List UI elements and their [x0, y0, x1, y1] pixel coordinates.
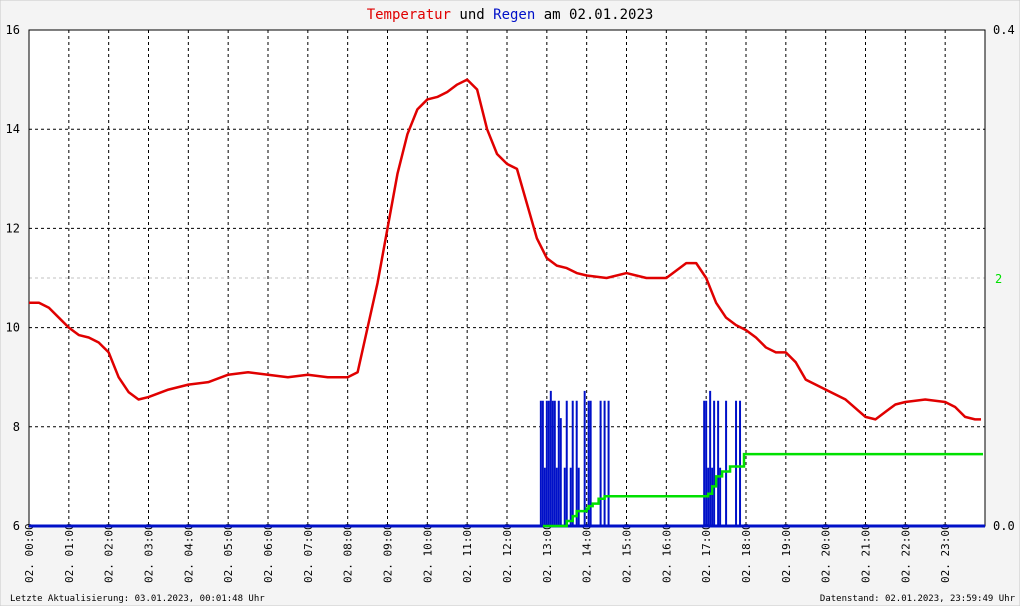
x-tick-label: 02. 17:00 — [700, 523, 713, 583]
x-tick-label: 02. 01:00 — [63, 523, 76, 583]
x-tick-label: 02. 23:00 — [939, 523, 952, 583]
title-regen: Regen — [493, 7, 535, 23]
x-tick-label: 02. 21:00 — [860, 523, 873, 583]
x-tick-label: 02. 16:00 — [660, 523, 673, 583]
y-tick-label: 16 — [6, 23, 20, 37]
x-tick-label: 02. 04:00 — [182, 523, 195, 583]
x-tick-label: 02. 22:00 — [899, 523, 912, 583]
chart-title: Temperatur und Regen am 02.01.2023 — [367, 7, 654, 23]
x-tick-label: 02. 06:00 — [262, 523, 275, 583]
y2-tick-label: 0.0 — [993, 519, 1015, 533]
x-tick-label: 02. 20:00 — [820, 523, 833, 583]
x-tick-label: 02. 07:00 — [302, 523, 315, 583]
x-tick-label: 02. 14:00 — [581, 523, 594, 583]
y-tick-label: 6 — [13, 519, 20, 533]
footer-data-status: Datenstand: 02.01.2023, 23:59:49 Uhr — [820, 594, 1016, 604]
rain-sum-line — [542, 452, 984, 528]
title-und: und — [451, 7, 493, 23]
x-tick-label: 02. 15:00 — [621, 523, 634, 583]
x-tick-label: 02. 10:00 — [421, 523, 434, 583]
footer-last-update: Letzte Aktualisierung: 03.01.2023, 00:01… — [10, 594, 265, 604]
y-tick-label: 14 — [6, 122, 20, 136]
y-tick-label: 8 — [13, 420, 20, 434]
y-tick-label: 12 — [6, 221, 20, 235]
title-temperatur: Temperatur — [367, 7, 451, 23]
plot-area: 02. 00:00 02. 01:00 02. 02:00 02. 03:00 02. … — [6, 23, 1015, 583]
x-tick-label: 02. 11:00 — [461, 523, 474, 583]
x-tick-label: 02. 05:00 — [222, 523, 235, 583]
y2-inline-label: 2 — [995, 272, 1002, 286]
x-tick-label: 02. 12:00 — [501, 523, 514, 583]
y2-tick-label: 0.4 — [993, 23, 1015, 37]
x-tick-label: 02. 19:00 — [780, 523, 793, 583]
x-tick-label: 02. 13:00 — [541, 523, 554, 583]
x-tick-label: 02. 00:00 — [23, 523, 36, 583]
temperature-line — [29, 78, 982, 421]
x-tick-label: 02. 03:00 — [143, 523, 156, 583]
y-tick-label: 10 — [6, 321, 20, 335]
x-tick-label: 02. 18:00 — [740, 523, 753, 583]
title-date: am 02.01.2023 — [535, 7, 653, 23]
x-tick-label: 02. 02:00 — [103, 523, 116, 583]
x-tick-label: 02. 09:00 — [382, 523, 395, 583]
x-tick-label: 02. 08:00 — [342, 523, 355, 583]
